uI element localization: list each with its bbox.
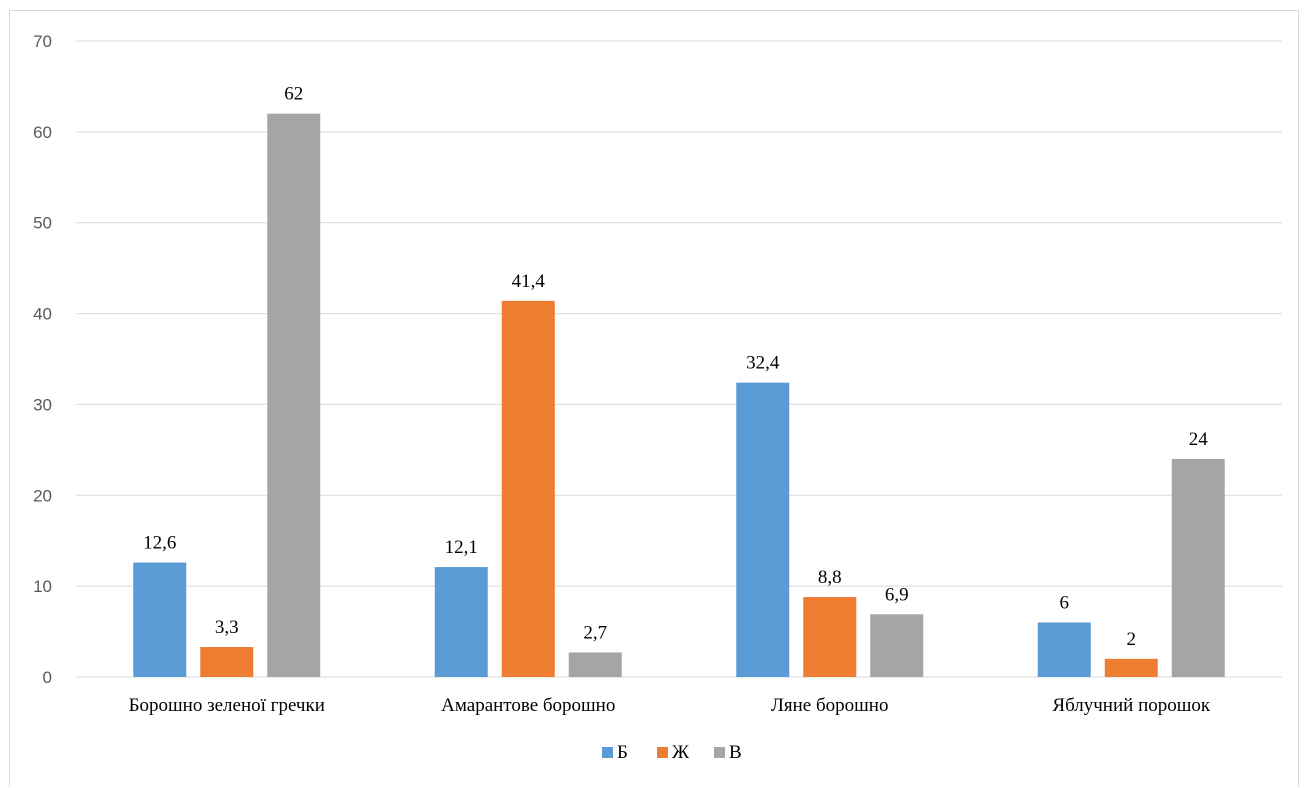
y-axis-ticks: 0 10 20 30 40 50 60 70 xyxy=(33,32,52,687)
data-label: 6,9 xyxy=(885,584,909,605)
data-label: 12,6 xyxy=(143,533,176,554)
category-label: Ляне борошно xyxy=(771,695,888,716)
y-tick-label: 20 xyxy=(33,486,52,505)
data-label: 41,4 xyxy=(512,271,546,292)
bar-Ж-0 xyxy=(200,647,254,677)
bar-Б-0 xyxy=(133,562,187,677)
chart-frame: 0 10 20 30 40 50 60 70 12,6 3,3 62 12,1 41,4 2,7 32,4… xyxy=(9,10,1299,787)
y-tick-label: 10 xyxy=(33,577,52,596)
bars xyxy=(133,113,1225,677)
y-tick-label: 0 xyxy=(43,668,52,687)
data-label: 2,7 xyxy=(583,622,607,643)
data-label: 3,3 xyxy=(215,617,239,638)
legend-swatch-Б xyxy=(602,747,613,758)
bar-В-0 xyxy=(267,113,321,677)
bar-Б-1 xyxy=(434,567,488,677)
y-tick-label: 50 xyxy=(33,214,52,233)
bar-Б-2 xyxy=(736,382,790,677)
legend-swatch-В xyxy=(714,747,725,758)
bar-Б-3 xyxy=(1037,622,1091,677)
x-axis-categories: Борошно зеленої гречки Амарантове борошно… xyxy=(129,695,1211,716)
legend-label: Б xyxy=(617,742,628,763)
y-tick-label: 60 xyxy=(33,123,52,142)
bar-Ж-2 xyxy=(803,597,857,677)
category-label: Борошно зеленої гречки xyxy=(129,695,325,716)
data-label: 6 xyxy=(1060,592,1070,613)
bar-В-3 xyxy=(1171,458,1225,677)
gridlines xyxy=(76,40,1282,678)
y-tick-label: 40 xyxy=(33,305,52,324)
bar-Ж-3 xyxy=(1104,658,1158,677)
data-label: 32,4 xyxy=(746,353,780,374)
data-label: 24 xyxy=(1189,429,1209,450)
category-label: Амарантове борошно xyxy=(441,695,615,716)
legend-label: Ж xyxy=(672,742,690,763)
data-label: 12,1 xyxy=(445,537,478,558)
data-label: 2 xyxy=(1127,629,1137,650)
y-tick-label: 30 xyxy=(33,395,52,414)
bar-В-2 xyxy=(870,614,924,677)
category-label: Яблучний порошок xyxy=(1052,695,1210,716)
legend-label: В xyxy=(729,742,742,763)
bar-Ж-1 xyxy=(501,300,555,677)
y-tick-label: 70 xyxy=(33,32,52,51)
legend-swatch-Ж xyxy=(657,747,668,758)
data-label: 8,8 xyxy=(818,567,842,588)
data-label: 62 xyxy=(284,84,303,105)
bar-В-1 xyxy=(568,652,622,677)
